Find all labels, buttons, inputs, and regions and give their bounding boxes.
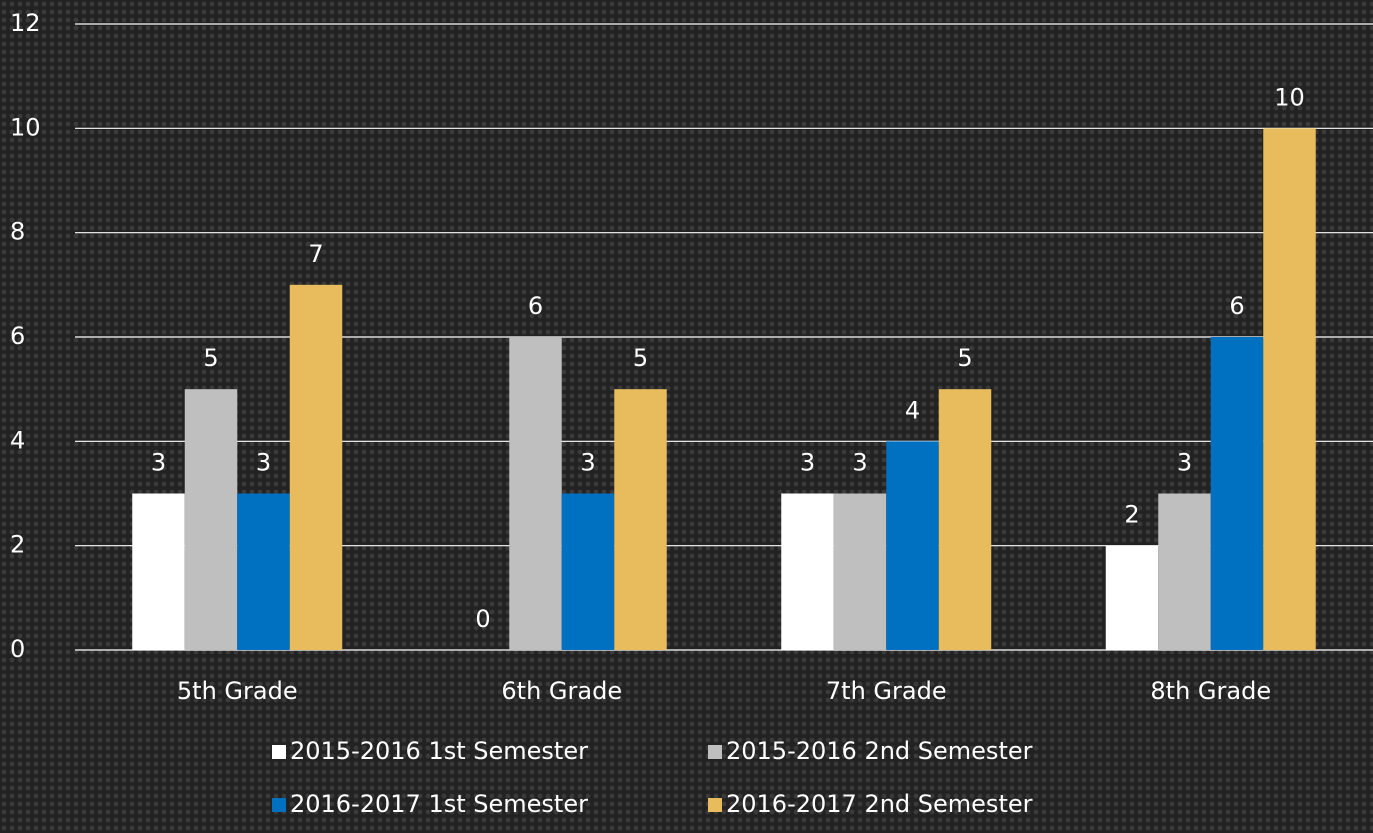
x-tick-label: 7th Grade bbox=[826, 677, 947, 705]
legend-label: 2016-2017 2nd Semester bbox=[726, 790, 1033, 818]
bar bbox=[1105, 545, 1159, 650]
bar bbox=[1210, 337, 1264, 650]
data-label: 6 bbox=[528, 292, 543, 320]
x-tick-label: 8th Grade bbox=[1150, 677, 1271, 705]
data-label: 3 bbox=[852, 449, 867, 477]
data-label: 5 bbox=[203, 344, 218, 372]
y-tick-label: 0 bbox=[10, 635, 25, 663]
data-label: 3 bbox=[580, 449, 595, 477]
data-label: 3 bbox=[1177, 449, 1192, 477]
y-tick-label: 10 bbox=[10, 113, 41, 141]
legend-label: 2015-2016 1st Semester bbox=[290, 737, 588, 765]
bar bbox=[886, 441, 939, 650]
bar bbox=[1263, 128, 1316, 651]
bar bbox=[289, 284, 343, 650]
data-label: 3 bbox=[800, 449, 815, 477]
data-label: 7 bbox=[308, 240, 323, 268]
bar bbox=[561, 493, 615, 650]
data-label: 6 bbox=[1229, 292, 1244, 320]
bar bbox=[1158, 493, 1211, 650]
bar bbox=[833, 493, 887, 650]
legend-label: 2015-2016 2nd Semester bbox=[726, 737, 1033, 765]
legend-swatch bbox=[272, 745, 286, 759]
data-label: 3 bbox=[151, 449, 166, 477]
bar bbox=[509, 337, 562, 650]
y-tick-label: 8 bbox=[10, 218, 25, 246]
x-tick-label: 6th Grade bbox=[501, 677, 622, 705]
data-label: 10 bbox=[1274, 83, 1305, 111]
data-label: 0 bbox=[475, 605, 490, 633]
legend-label: 2016-2017 1st Semester bbox=[290, 790, 588, 818]
y-tick-label: 12 bbox=[10, 9, 41, 37]
y-tick-label: 6 bbox=[10, 322, 25, 350]
bar bbox=[184, 389, 238, 650]
data-label: 4 bbox=[905, 396, 920, 424]
y-tick-label: 4 bbox=[10, 426, 25, 454]
legend-swatch bbox=[708, 745, 722, 759]
bar bbox=[614, 389, 667, 650]
legend-swatch bbox=[708, 798, 722, 812]
bar bbox=[781, 493, 834, 650]
y-tick-label: 2 bbox=[10, 531, 25, 559]
data-label: 5 bbox=[957, 344, 972, 372]
data-label: 2 bbox=[1124, 501, 1139, 529]
x-tick-label: 5th Grade bbox=[177, 677, 298, 705]
bar bbox=[132, 493, 185, 650]
data-label: 5 bbox=[633, 344, 648, 372]
bar bbox=[938, 389, 992, 650]
bar bbox=[237, 493, 290, 650]
legend-swatch bbox=[272, 798, 286, 812]
data-label: 3 bbox=[256, 449, 271, 477]
